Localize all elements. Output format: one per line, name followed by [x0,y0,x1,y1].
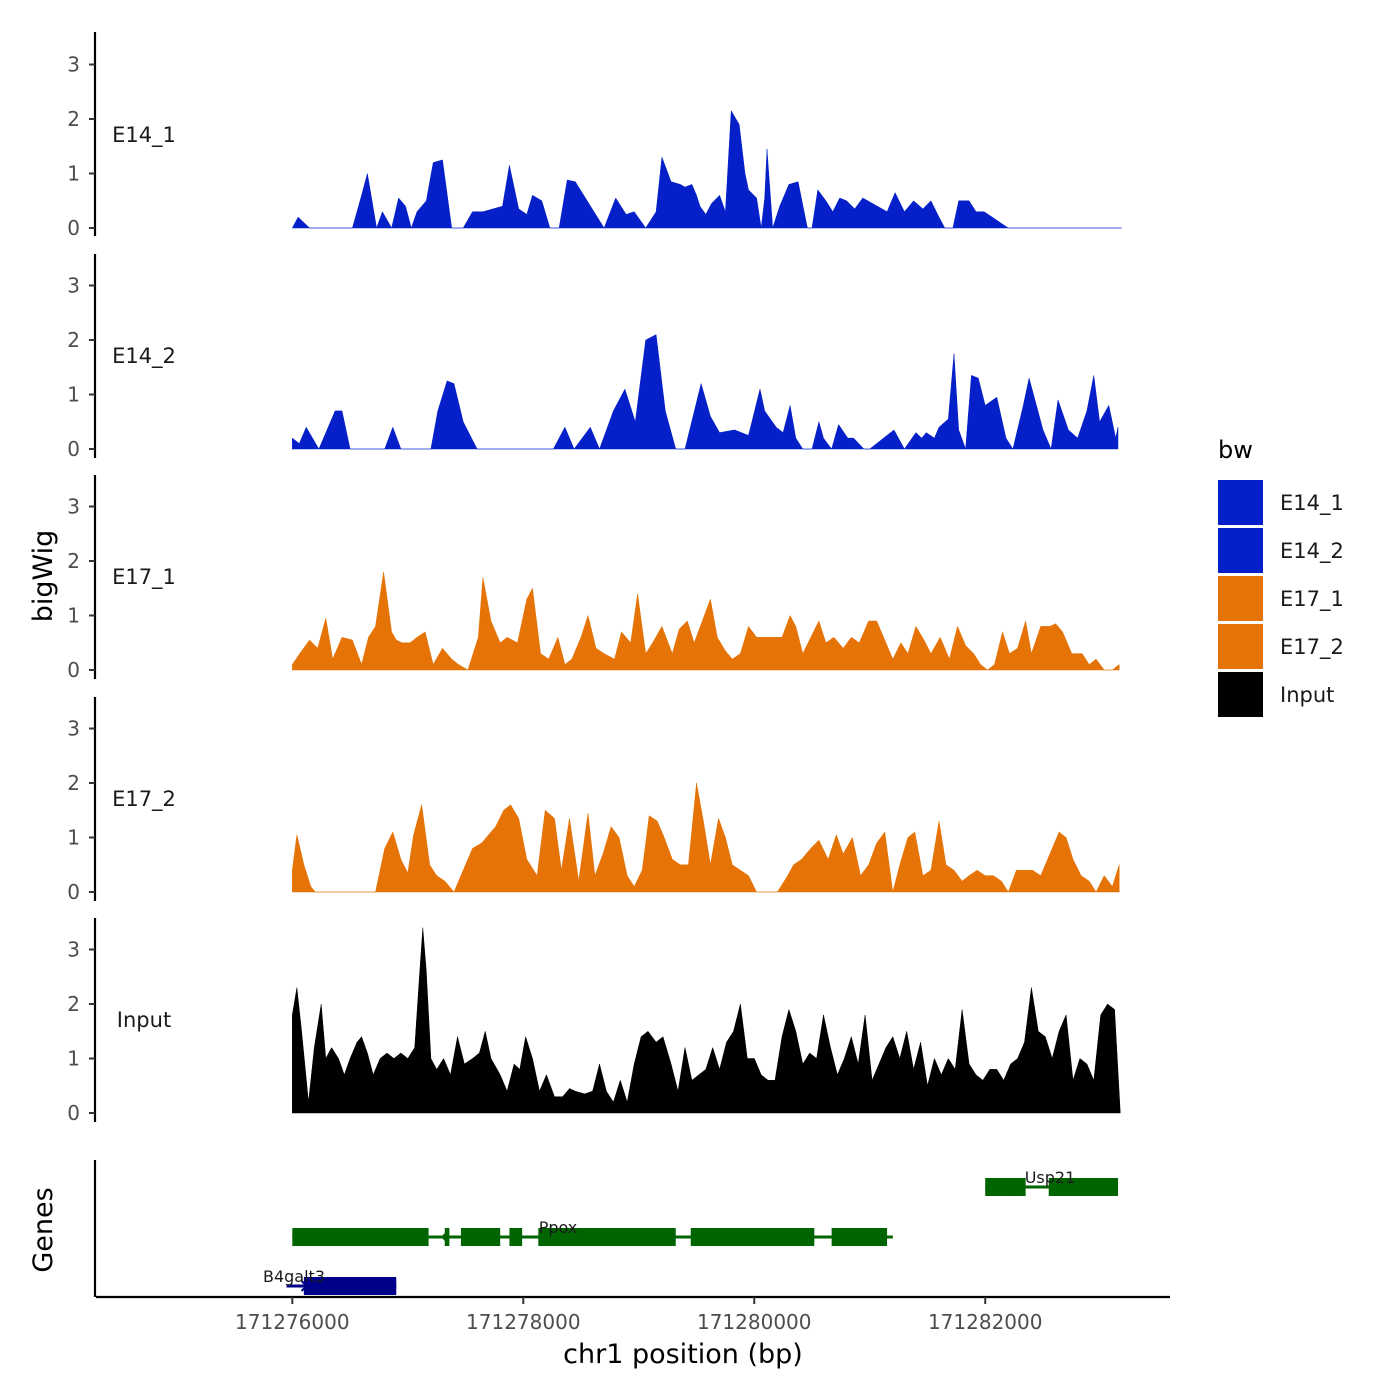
gene-b4galt3: B4galt3 [263,1267,397,1295]
track-e17-2: 0 1 2 3 E17_2 [67,697,1120,904]
signal-area-input [292,927,1121,1114]
track-input: 0 1 2 3 Input [67,918,1121,1125]
legend-swatch [1218,528,1263,573]
gene-exon [509,1228,523,1246]
legend-label: E17_2 [1280,635,1344,660]
legend: bw E14_1 E14_2 E17_1 E17_2 Input [1218,436,1344,717]
strand-arrow [830,1231,839,1243]
track-e14-2: 0 1 2 3 E14_2 [67,254,1119,461]
y-tick-label: 2 [67,328,80,352]
gene-usp21: Usp21 [985,1168,1119,1196]
y-tick-label: 0 [67,1101,80,1125]
legend-title: bw [1218,436,1253,464]
strand-arrow [1003,1181,1011,1193]
gene-exon [538,1228,676,1246]
y-tick-label: 1 [67,1047,80,1071]
x-tick-label: 171282000 [928,1310,1043,1334]
legend-swatch [1218,624,1263,669]
track-label: E14_1 [112,123,176,148]
y-tick-label: 1 [67,383,80,407]
signal-area-e17-1 [292,571,1120,671]
y-tick-label: 2 [67,771,80,795]
y-tick-label: 3 [67,938,80,962]
x-tick-label: 171280000 [697,1310,812,1334]
gene-exon [303,1277,397,1295]
gene-label: Usp21 [1025,1168,1076,1187]
y-tick-label: 2 [67,992,80,1016]
track-label: Input [117,1008,171,1032]
y-tick-label: 0 [67,216,80,240]
track-label: E14_2 [112,344,176,369]
y-tick-label: 0 [67,658,80,682]
gene-exon [690,1228,815,1246]
y-tick-label: 3 [67,717,80,741]
y-tick-label: 1 [67,826,80,850]
y-tick-label: 0 [67,437,80,461]
y-axis-title: bigWig [28,530,59,623]
strand-arrow [570,1231,579,1243]
legend-label: Input [1280,683,1334,707]
gene-exon [831,1228,888,1246]
strand-arrow [440,1231,449,1243]
strand-arrow [310,1231,319,1243]
track-label: E17_1 [112,565,176,590]
legend-label: E14_1 [1280,491,1344,516]
signal-area-e14-2 [292,334,1119,450]
y-tick-label: 2 [67,549,80,573]
legend-label: E14_2 [1280,539,1344,564]
track-e14-1: 0 1 2 3 E14_1 [67,32,1122,240]
x-axis-title: chr1 position (bp) [563,1339,803,1370]
y-tick-label: 3 [67,53,80,77]
signal-area-e17-2 [292,782,1120,893]
y-tick-label: 3 [67,495,80,519]
gene-label: Ppox [539,1218,578,1237]
strand-arrow [700,1231,709,1243]
tracks-group: 0 1 2 3 E14_1 0 1 2 3 E14_2 0 1 2 3 E17_1 0 1 2 3 E17_2 0 1 2 3… [67,32,1122,1125]
y-tick-label: 1 [67,604,80,628]
y-tick-label: 3 [67,274,80,298]
y-tick-label: 2 [67,107,80,131]
strand-arrow [300,1280,308,1292]
x-tick-label: 171276000 [235,1310,350,1334]
gene-exon [1048,1178,1119,1196]
y-tick-label: 0 [67,880,80,904]
gene-ppox: Ppox [292,1218,893,1246]
legend-swatch [1218,576,1263,621]
legend-label: E17_1 [1280,587,1344,612]
gene-exon [292,1228,429,1246]
gene-label: B4galt3 [263,1267,325,1286]
y-tick-label: 1 [67,162,80,186]
gene-exon [444,1228,450,1246]
genes-track: Usp21 Ppox B4galt3 [93,1160,1119,1297]
x-tick-label: 171278000 [466,1310,581,1334]
track-e17-1: 0 1 2 3 E17_1 [67,475,1120,682]
gene-exon [460,1228,501,1246]
legend-swatch [1218,480,1263,525]
x-axis: 171276000 171278000 171280000 171282000 [96,1295,1170,1334]
track-label: E17_2 [112,787,176,812]
legend-swatch [1218,672,1263,717]
signal-area-e14-1 [291,109,1122,229]
genes-axis-title: Genes [28,1187,59,1272]
